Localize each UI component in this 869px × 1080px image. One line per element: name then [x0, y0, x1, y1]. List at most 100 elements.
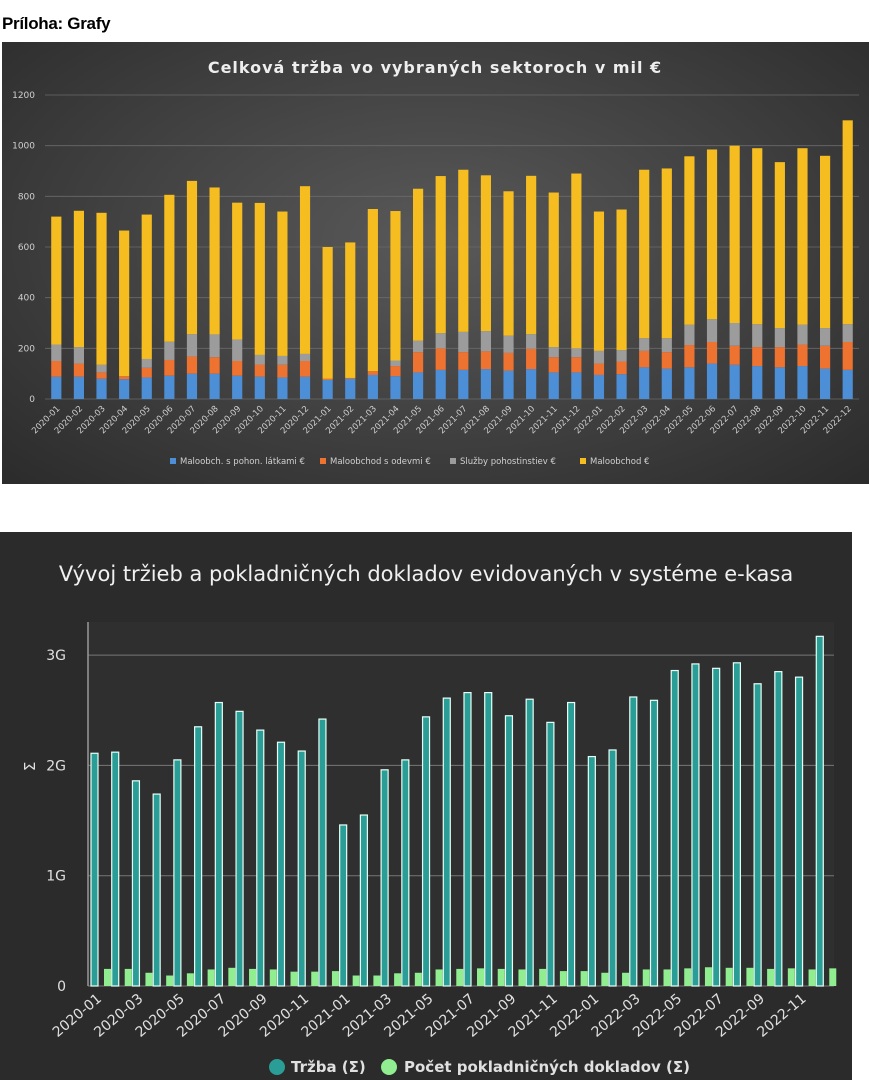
bar-segment	[412, 340, 424, 353]
bar-segment	[254, 376, 265, 399]
bar-segment	[571, 348, 582, 358]
bar-trzba	[712, 667, 721, 987]
bar-pocet-dokladov	[186, 973, 194, 986]
bar-segment	[73, 210, 85, 348]
bar-trzba	[359, 814, 368, 987]
bar-trzba	[173, 759, 182, 987]
bar-pocet-dokladov	[477, 968, 484, 986]
bar-segment	[458, 352, 469, 370]
bar-segment	[367, 371, 378, 375]
y-tick-label: 3G	[46, 648, 66, 664]
bar-trzba	[546, 721, 555, 987]
y-axis-label: Σ	[21, 762, 39, 771]
bar-segment	[639, 169, 650, 339]
bar-trzba	[297, 750, 306, 987]
bar-segment	[345, 242, 356, 378]
bar-segment	[299, 353, 311, 361]
bar-trzba	[131, 780, 141, 987]
bar-segment	[593, 363, 605, 375]
y-tick-label: 0	[29, 395, 35, 405]
bar-pocet-dokladov	[414, 972, 422, 986]
bar-segment	[232, 339, 243, 361]
bar-segment	[571, 357, 582, 373]
bar-pocet-dokladov	[497, 968, 505, 986]
bar-trzba	[152, 793, 161, 987]
bar-segment	[684, 367, 695, 399]
legend-swatch	[170, 458, 176, 464]
bar-segment	[119, 376, 130, 380]
legend-label: Tržba (Σ)	[291, 1058, 366, 1076]
bar-segment	[684, 324, 695, 346]
bar-segment	[209, 373, 220, 399]
bar-segment	[186, 356, 198, 374]
bar-pocet-dokladov	[829, 968, 837, 986]
bar-segment	[526, 334, 537, 349]
bar-segment	[706, 149, 718, 320]
bar-segment	[571, 372, 582, 399]
bar-segment	[299, 186, 311, 354]
bar-trzba	[90, 752, 99, 987]
bar-segment	[480, 331, 492, 352]
bar-segment	[412, 352, 424, 373]
bar-segment	[367, 374, 378, 399]
bar-segment	[412, 372, 424, 399]
bar-trzba	[276, 741, 286, 987]
bar-segment	[390, 376, 401, 399]
bar-segment	[684, 156, 695, 325]
bar-pocet-dokladov	[104, 968, 111, 986]
y-tick-label: 800	[18, 192, 35, 202]
bar-trzba	[815, 635, 824, 987]
bar-pocet-dokladov	[704, 967, 712, 986]
bar-segment	[254, 202, 265, 355]
bar-segment	[548, 357, 559, 373]
bar-segment	[232, 361, 243, 376]
bar-segment	[277, 377, 288, 399]
bar-trzba	[794, 676, 804, 987]
bar-trzba	[732, 662, 741, 987]
chart-title: Celková tržba vo vybraných sektoroch v m…	[208, 58, 662, 77]
bar-segment	[435, 176, 446, 334]
bar-pocet-dokladov	[228, 967, 236, 986]
bar-segment	[616, 209, 627, 351]
bar-segment	[141, 367, 152, 378]
bar-trzba	[629, 696, 638, 987]
y-tick-label: 400	[18, 294, 35, 304]
bar-segment	[774, 347, 785, 368]
y-tick-label: 200	[18, 344, 35, 354]
bar-segment	[480, 175, 492, 332]
bar-segment	[729, 345, 740, 365]
bar-segment	[548, 192, 559, 348]
bar-pocet-dokladov	[331, 971, 339, 986]
bar-segment	[480, 369, 492, 399]
bar-segment	[571, 173, 582, 349]
bar-segment	[277, 364, 288, 378]
bar-segment	[390, 366, 401, 377]
y-tick-label: 1200	[12, 91, 35, 101]
bar-segment	[842, 120, 853, 325]
bar-trzba	[587, 755, 596, 987]
bar-segment	[51, 216, 62, 345]
bar-segment	[322, 380, 333, 399]
bar-trzba	[504, 715, 514, 987]
bar-trzba	[567, 701, 576, 987]
bar-segment	[548, 347, 559, 358]
bar-pocet-dokladov	[352, 975, 360, 986]
bar-pocet-dokladov	[601, 972, 609, 986]
bar-pocet-dokladov	[559, 971, 567, 986]
y-tick-label: 0	[57, 979, 66, 995]
bar-pocet-dokladov	[207, 969, 215, 986]
bar-segment	[503, 352, 514, 371]
bar-segment	[593, 374, 605, 399]
bar-pocet-dokladov	[787, 968, 795, 986]
bar-segment	[548, 372, 559, 399]
bar-segment	[661, 368, 672, 399]
ekasa-chart: Vývoj tržieb a pokladničných dokladov ev…	[0, 532, 852, 1080]
bar-segment	[819, 345, 831, 369]
bar-segment	[819, 328, 831, 346]
bar-segment	[345, 378, 356, 399]
bar-segment	[322, 247, 333, 379]
bar-segment	[119, 230, 130, 377]
bar-segment	[164, 194, 175, 342]
bar-segment	[797, 148, 808, 325]
bar-segment	[752, 324, 763, 348]
